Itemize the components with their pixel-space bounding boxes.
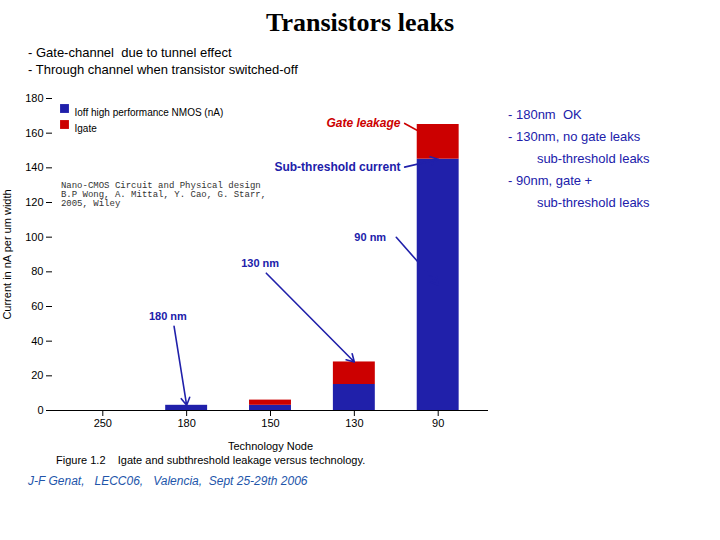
svg-text:Igate: Igate xyxy=(75,123,98,134)
svg-text:90 nm: 90 nm xyxy=(354,231,386,243)
svg-text:130: 130 xyxy=(345,417,363,429)
svg-text:80: 80 xyxy=(31,265,43,277)
svg-text:160: 160 xyxy=(25,127,43,139)
svg-text:180: 180 xyxy=(177,417,195,429)
svg-text:Ioff high performance NMOS (nA: Ioff high performance NMOS (nA) xyxy=(75,107,224,118)
svg-text:Gate leakage: Gate leakage xyxy=(326,116,400,130)
svg-text:60: 60 xyxy=(31,300,43,312)
svg-text:100: 100 xyxy=(25,231,43,243)
svg-text:180: 180 xyxy=(25,92,43,104)
svg-text:180 nm: 180 nm xyxy=(149,310,187,322)
svg-text:250: 250 xyxy=(94,417,112,429)
svg-text:130 nm: 130 nm xyxy=(241,257,279,269)
html-text:- 180nm OK - 130nm, no gate le: - 180nm OK - 130nm, no gate leaks sub-th… xyxy=(508,107,650,210)
svg-text:Technology Node: Technology Node xyxy=(228,440,313,452)
svg-text:0: 0 xyxy=(37,404,43,416)
svg-text:150: 150 xyxy=(261,417,279,429)
svg-text:Sub-threshold current: Sub-threshold current xyxy=(274,160,400,174)
svg-text:40: 40 xyxy=(31,335,43,347)
svg-text:140: 140 xyxy=(25,161,43,173)
svg-text:90: 90 xyxy=(432,417,444,429)
svg-text:120: 120 xyxy=(25,196,43,208)
html-text:Figure 1.2 Igate and subthresh: Figure 1.2 Igate and subthreshold leakag… xyxy=(56,454,366,466)
html-text:Transistors leaks: Transistors leaks xyxy=(266,8,454,37)
svg-text:Nano-CMOS Circuit and Physical: Nano-CMOS Circuit and Physical designB.P… xyxy=(61,181,266,209)
svg-text:Current in nA per um width: Current in nA per um width xyxy=(1,189,13,319)
svg-text:20: 20 xyxy=(31,369,43,381)
html-text:J-F Genat, LECC06, Valencia, S: J-F Genat, LECC06, Valencia, Sept 25-29t… xyxy=(28,474,308,488)
html-text:- Gate-channel due to tunnel e: - Gate-channel due to tunnel effect - Th… xyxy=(28,45,298,77)
